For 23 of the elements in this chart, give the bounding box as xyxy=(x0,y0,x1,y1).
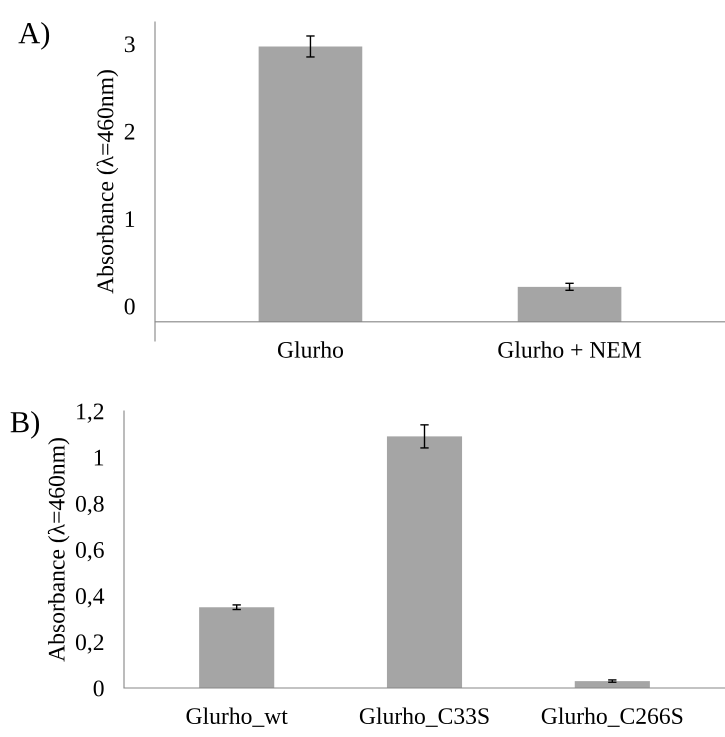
y-tick-label: 0,2 xyxy=(76,634,104,654)
y-axis-title: Absorbance (λ=460nm) xyxy=(96,70,118,294)
bar xyxy=(386,436,462,688)
y-tick-label: 2 xyxy=(124,124,134,140)
y-tick-label: 0,8 xyxy=(76,496,104,516)
y-tick-label: 0 xyxy=(124,298,135,314)
bar xyxy=(199,607,274,688)
y-axis-title: Absorbance (λ=460nm) xyxy=(48,438,70,662)
y-tick-label: 0 xyxy=(94,680,104,696)
y-tick-label: 1 xyxy=(94,450,104,466)
chart-title: B) xyxy=(10,411,40,439)
x-tick-label: Glurho_C266S xyxy=(542,707,682,727)
x-tick-label: Glurho + NEM xyxy=(498,341,642,358)
y-tick-label: 0,6 xyxy=(76,542,104,562)
x-tick-label: Glurho_C33S xyxy=(360,707,489,727)
y-tick-label: 0,4 xyxy=(76,588,104,608)
bar xyxy=(574,681,650,688)
x-tick-label: Glurho_wt xyxy=(186,707,288,727)
y-tick-label: 1,2 xyxy=(77,404,104,423)
chart-title: A) xyxy=(18,22,50,50)
x-tick-label: Glurho xyxy=(278,341,343,358)
y-tick-label: 3 xyxy=(124,36,135,52)
y-tick-label: 1 xyxy=(126,211,134,227)
